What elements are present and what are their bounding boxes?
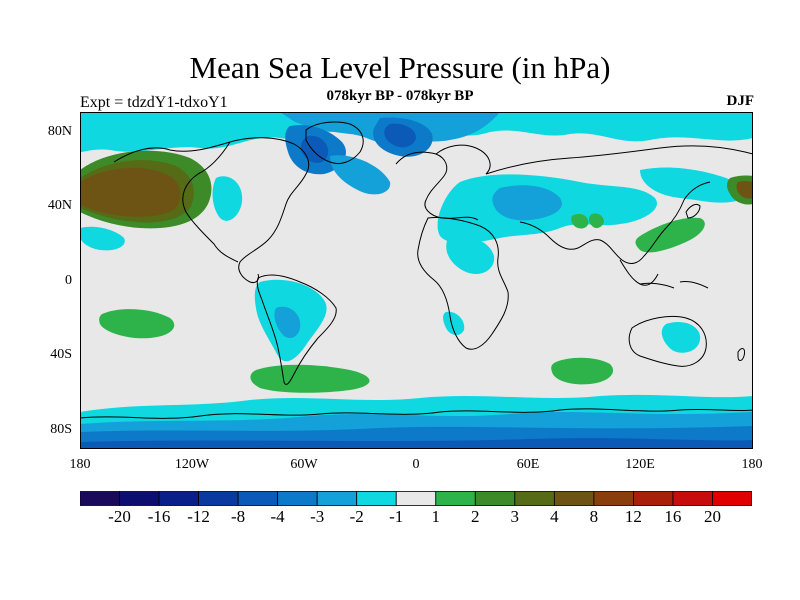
south-pacific-high: [99, 309, 175, 339]
lat-label-80s: 80S: [50, 422, 72, 437]
colorbar-box: [712, 491, 752, 506]
lon-label-180e: 180: [741, 457, 763, 472]
lon-label-120w: 120W: [174, 457, 210, 472]
south-america-mid: [274, 306, 301, 339]
colorbar-label: -20: [108, 507, 131, 526]
colorbar-label: 2: [471, 507, 480, 526]
lat-label-0: 0: [65, 273, 72, 288]
asia-coast: [485, 145, 753, 264]
experiment-label: Expt = tdzdY1-tdxoY1: [80, 94, 228, 111]
antarctica-coast: [80, 408, 753, 419]
colorbar-box: [158, 491, 199, 506]
colorbar-label: -3: [310, 507, 325, 526]
north-america-coast: [113, 137, 310, 283]
lon-label-60w: 60W: [290, 457, 318, 472]
tibet-high: [571, 213, 604, 229]
colorbar-box: [633, 491, 674, 506]
colorbar-box: [553, 491, 595, 506]
pacific-light-west: [80, 226, 125, 251]
colorbar-label: 16: [664, 507, 682, 526]
map-title: Mean Sea Level Pressure (in hPa): [189, 50, 611, 85]
colorbar-box: [435, 491, 476, 506]
colorbar-label: -4: [270, 507, 285, 526]
south-atlantic-high: [250, 364, 370, 393]
map-subtitle: 078kyr BP - 078kyr BP: [326, 88, 474, 104]
colorbar: [80, 491, 752, 506]
lon-label-180w: 180: [69, 457, 91, 472]
pressure-anomaly-map: [80, 112, 753, 449]
colorbar-label: 20: [704, 507, 721, 526]
colorbar-label: 3: [510, 507, 520, 526]
colorbar-box: [277, 491, 318, 506]
lat-label-40n: 40N: [47, 198, 72, 213]
indonesia-coast: [639, 281, 709, 289]
lon-label-0: 0: [412, 457, 420, 472]
map-frame: [80, 112, 753, 449]
indian-ocean-high: [551, 357, 614, 385]
colorbar-label: -8: [231, 507, 246, 526]
north-atlantic-low: [330, 155, 391, 195]
asia-light-east: [640, 167, 744, 203]
colorbar-box: [198, 491, 239, 506]
colorbar-box: [672, 491, 713, 506]
australia-coast: [628, 315, 707, 367]
colorbar-label: -12: [187, 507, 210, 526]
colorbar-box: [80, 491, 120, 506]
japan-coast: [685, 203, 701, 219]
antarctic-deep-band: [80, 438, 753, 449]
north-america-low: [212, 176, 243, 221]
colorbar-box: [316, 491, 358, 506]
lon-label-60e: 60E: [516, 457, 540, 472]
colorbar-box: [119, 491, 160, 506]
season-label: DJF: [726, 93, 755, 109]
africa-light: [443, 236, 495, 336]
colorbar-label: -2: [349, 507, 364, 526]
australia-light: [661, 321, 701, 353]
colorbar-label: -1: [389, 507, 404, 526]
colorbar-box: [514, 491, 555, 506]
lat-label-40s: 40S: [50, 347, 72, 362]
colorbar-box: [593, 491, 634, 506]
east-edge-high-core: [736, 181, 753, 199]
lat-label-80n: 80N: [47, 124, 72, 139]
north-pacific-high-core: [80, 167, 181, 217]
greenland-low-deep: [300, 123, 416, 163]
new-zealand-coast: [737, 348, 745, 361]
south-america-coast: [256, 274, 337, 385]
colorbar-label: 8: [589, 507, 599, 526]
colorbar-label: -16: [147, 507, 171, 526]
lon-label-120e: 120E: [625, 457, 655, 472]
colorbar-label: 12: [624, 507, 642, 526]
africa-coast: [417, 217, 509, 350]
colorbar-box: [395, 491, 437, 506]
colorbar-box: [237, 491, 279, 506]
greenland-coast: [305, 121, 364, 165]
coastlines: [80, 121, 753, 419]
arctic-light-band: [80, 112, 753, 152]
colorbar-box: [356, 491, 397, 506]
colorbar-label: 4: [550, 507, 559, 526]
colorbar-box: [474, 491, 516, 506]
eurasia-mid: [492, 185, 562, 221]
colorbar-label: 1: [431, 507, 441, 526]
west-pacific-high: [635, 217, 705, 253]
